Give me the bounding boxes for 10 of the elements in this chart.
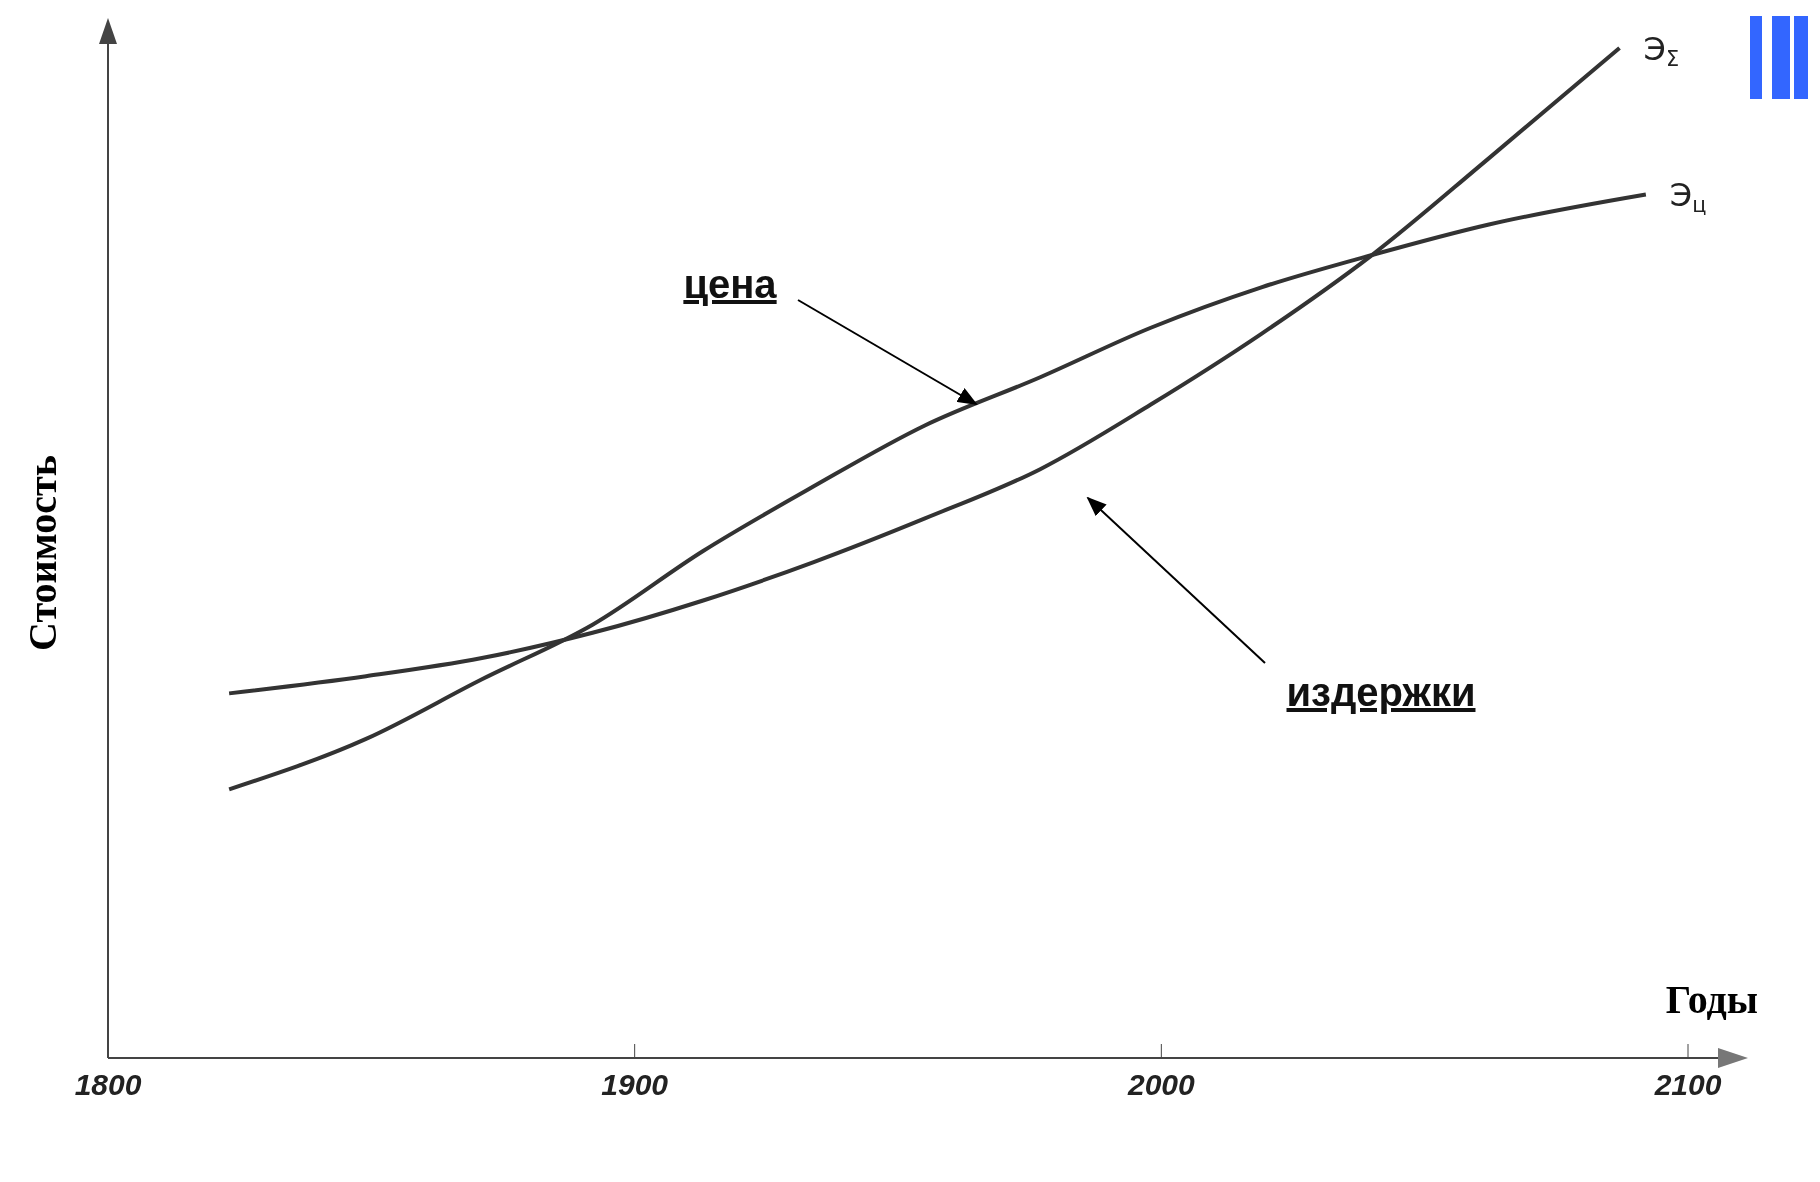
annotation: издержки <box>1286 670 1476 714</box>
y-axis-title: Стоимость <box>20 455 65 651</box>
x-tick-label: 2100 <box>1653 1068 1722 1102</box>
x-tick-label: 1800 <box>74 1068 142 1102</box>
x-tick-label: 1900 <box>601 1068 669 1102</box>
series-label: Э$_{ц}$ <box>1669 176 1707 218</box>
annotation: цена <box>683 262 778 306</box>
series-label: Э$_{Σ}$ <box>1643 30 1680 72</box>
x-axis-title: Годы <box>1665 977 1758 1022</box>
x-tick-label: 2000 <box>1126 1068 1196 1102</box>
